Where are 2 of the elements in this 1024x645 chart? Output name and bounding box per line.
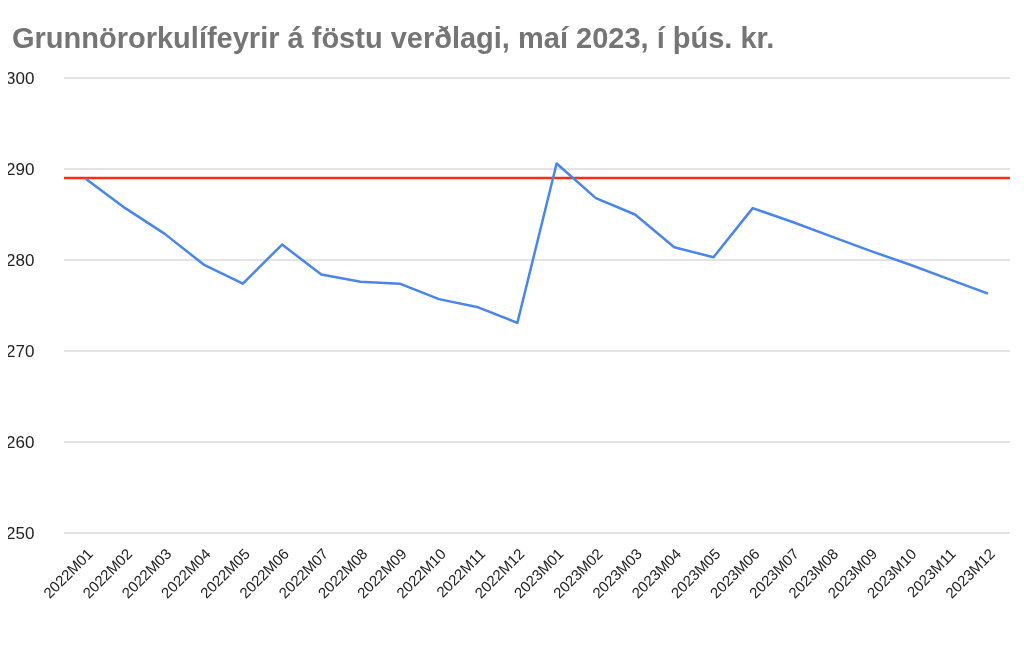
line-series: [84, 162, 990, 325]
chart-title: Grunnörorkulífeyrir á föstu verðlagi, maí 2023, í þús. kr.: [11, 21, 776, 56]
